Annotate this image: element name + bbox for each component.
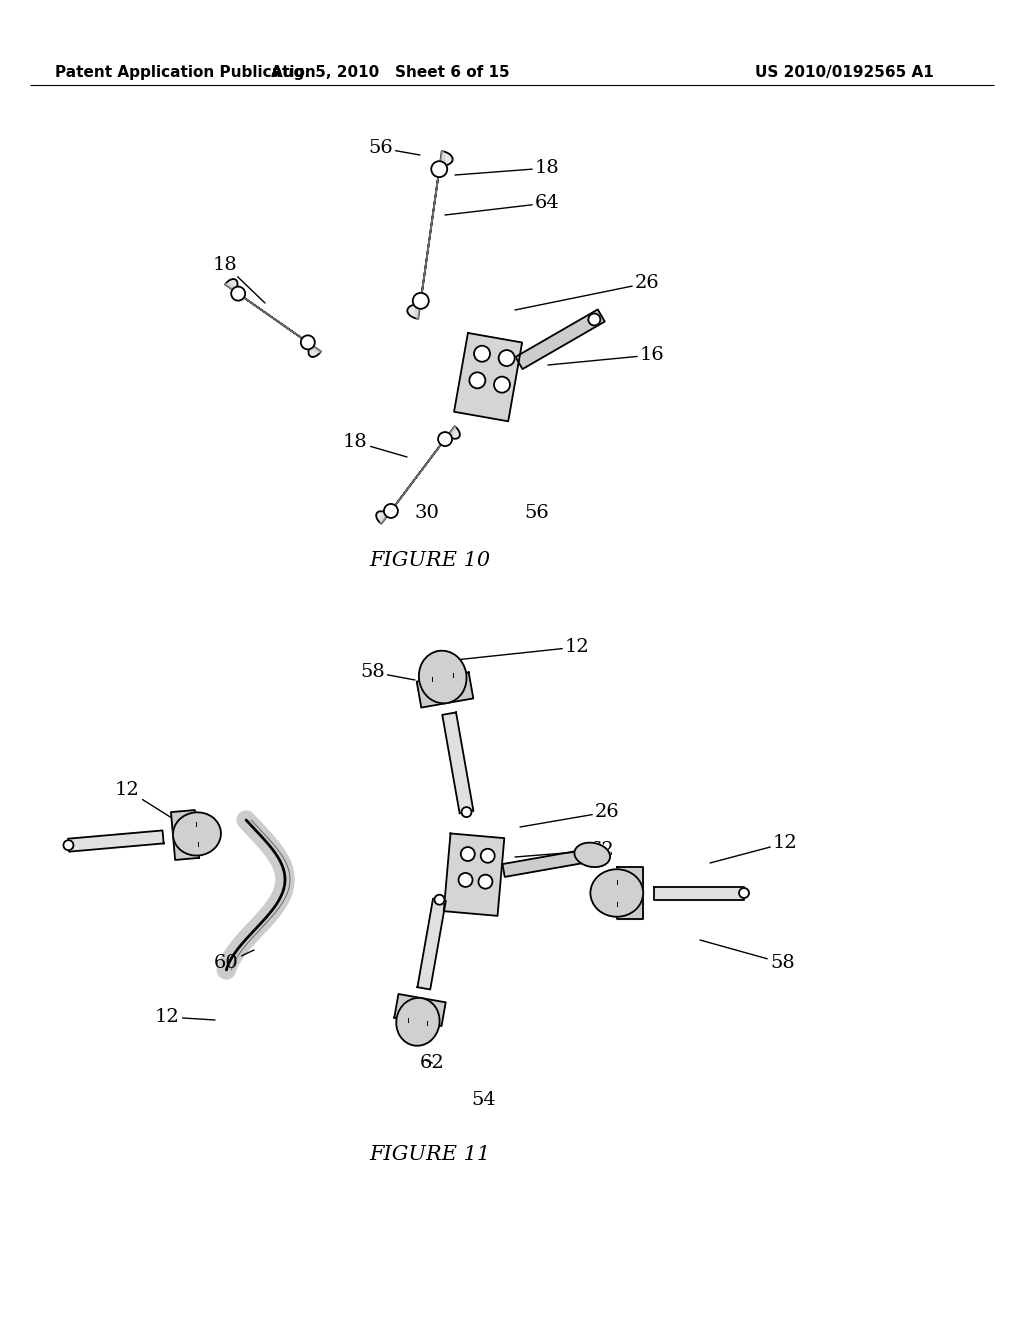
Text: 18: 18 [455, 158, 560, 177]
Text: US 2010/0192565 A1: US 2010/0192565 A1 [755, 65, 934, 79]
Text: 12: 12 [710, 834, 798, 863]
Polygon shape [616, 867, 643, 920]
Circle shape [438, 432, 452, 446]
Text: Patent Application Publication: Patent Application Publication [55, 65, 315, 79]
Circle shape [459, 873, 472, 887]
Polygon shape [443, 833, 504, 916]
Circle shape [589, 314, 600, 326]
Polygon shape [415, 150, 445, 319]
Ellipse shape [591, 870, 643, 917]
Polygon shape [225, 279, 321, 356]
Text: FIGURE 10: FIGURE 10 [370, 550, 490, 569]
Polygon shape [654, 887, 744, 899]
Circle shape [384, 504, 398, 517]
Circle shape [474, 346, 490, 362]
Text: 26: 26 [515, 275, 659, 310]
Ellipse shape [173, 812, 221, 855]
Circle shape [494, 376, 510, 392]
Circle shape [478, 875, 493, 888]
Text: 56: 56 [368, 139, 420, 157]
Polygon shape [225, 284, 321, 352]
Circle shape [431, 161, 447, 177]
Circle shape [480, 849, 495, 863]
Ellipse shape [419, 651, 467, 704]
Text: 58: 58 [700, 940, 795, 972]
Text: 12: 12 [155, 1008, 215, 1026]
Polygon shape [515, 309, 605, 370]
Circle shape [434, 895, 444, 904]
Polygon shape [394, 994, 445, 1026]
Text: 12: 12 [115, 781, 175, 820]
Circle shape [301, 335, 314, 350]
Polygon shape [408, 150, 453, 319]
Text: 18: 18 [213, 256, 265, 304]
Text: 16: 16 [548, 346, 665, 366]
Text: 62: 62 [420, 1053, 444, 1072]
Text: 12: 12 [455, 638, 590, 660]
Text: 60: 60 [214, 950, 254, 972]
Polygon shape [418, 899, 445, 990]
Text: 62: 62 [515, 841, 614, 859]
Circle shape [469, 372, 485, 388]
Circle shape [499, 350, 515, 366]
Polygon shape [442, 713, 473, 813]
Circle shape [413, 293, 429, 309]
Circle shape [63, 841, 74, 850]
Polygon shape [503, 849, 593, 876]
Ellipse shape [574, 842, 610, 867]
Text: 56: 56 [524, 504, 549, 521]
Polygon shape [380, 426, 456, 524]
Text: 64: 64 [445, 194, 560, 215]
Text: 58: 58 [360, 663, 415, 681]
Text: 26: 26 [520, 803, 620, 828]
Text: FIGURE 11: FIGURE 11 [370, 1146, 490, 1164]
Circle shape [231, 286, 245, 301]
Text: 54: 54 [472, 1092, 497, 1109]
Ellipse shape [396, 998, 439, 1045]
Text: 30: 30 [415, 504, 439, 521]
Polygon shape [454, 333, 522, 421]
Circle shape [462, 807, 471, 817]
Circle shape [739, 888, 749, 898]
Polygon shape [417, 672, 473, 708]
Polygon shape [376, 426, 460, 524]
Text: 18: 18 [343, 433, 407, 457]
Polygon shape [68, 830, 164, 851]
Polygon shape [171, 810, 199, 859]
Text: Aug. 5, 2010   Sheet 6 of 15: Aug. 5, 2010 Sheet 6 of 15 [270, 65, 509, 79]
Circle shape [461, 847, 475, 861]
